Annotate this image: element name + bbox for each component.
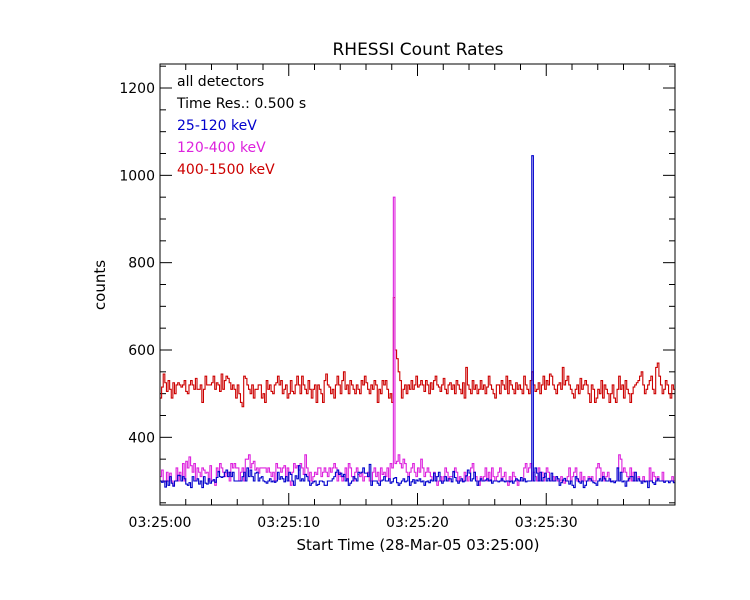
legend-entry: 120-400 keV [177, 140, 266, 156]
y-axis-label: counts [91, 260, 109, 310]
legend: 25-120 keV 120-400 keV 400-1500 keV [177, 118, 275, 178]
legend-entry: 25-120 keV [177, 118, 257, 134]
annotation-time-resolution: Time Res.: 0.500 s [176, 96, 306, 112]
y-tick-label: 800 [128, 256, 155, 272]
x-tick-label: 03:25:10 [257, 515, 320, 531]
y-tick-label: 400 [128, 430, 155, 446]
x-tick-label: 03:25:20 [386, 515, 449, 531]
series-layer [160, 155, 675, 489]
y-tick-label: 600 [128, 343, 155, 359]
chart-title: RHESSI Count Rates [332, 40, 503, 60]
legend-entry: 400-1500 keV [177, 162, 275, 178]
series-line-25-120-keV [160, 155, 675, 489]
plot-frame [159, 63, 676, 506]
x-tick-label: 03:25:00 [129, 515, 192, 531]
series-line-400-1500-keV [160, 297, 675, 408]
x-tick-label: 03:25:30 [515, 515, 578, 531]
annotation-detectors: all detectors [177, 74, 264, 90]
x-axis-ticks: 03:25:00 03:25:10 03:25:20 03:25:30 [129, 64, 650, 531]
y-tick-label: 1200 [119, 81, 155, 97]
series-line-120-400-keV [160, 196, 675, 486]
x-axis-label: Start Time (28-Mar-05 03:25:00) [296, 536, 539, 554]
y-tick-label: 1000 [119, 168, 155, 184]
